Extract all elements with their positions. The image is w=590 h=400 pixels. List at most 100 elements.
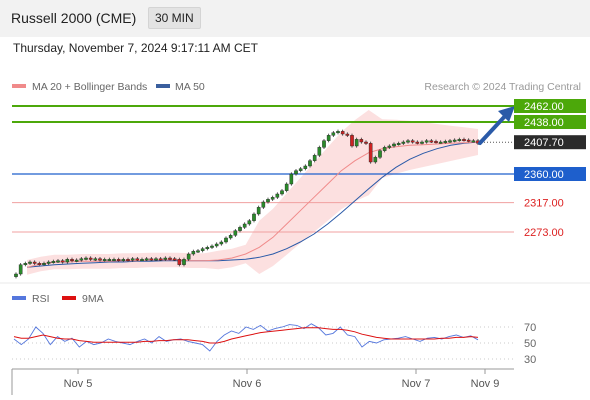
candle-body — [242, 223, 247, 228]
resistance-label: 2462.00 — [524, 101, 564, 113]
credit-text: Research © 2024 Trading Central — [424, 81, 581, 93]
candle-body — [466, 139, 471, 142]
candle-body — [345, 133, 350, 136]
candle-body — [107, 259, 112, 262]
candle-body — [126, 259, 130, 262]
candle-body — [322, 140, 326, 148]
candle-body — [37, 263, 42, 266]
candle-body — [247, 220, 252, 225]
candle-body — [186, 253, 191, 260]
candle-body — [303, 165, 308, 169]
candle-body — [420, 141, 424, 144]
instrument-title: Russell 2000 (CME) — [11, 10, 137, 26]
support-label: 2360.00 — [524, 169, 564, 181]
candle-body — [471, 140, 476, 143]
timeframe-badge[interactable]: 30 MIN — [148, 7, 201, 29]
candle-body — [196, 250, 200, 253]
rsi-tick-label: 50 — [524, 338, 536, 350]
rsi-legend-swatch — [12, 296, 26, 300]
candle-body — [252, 213, 256, 221]
ma20-legend-label: MA 20 + Bollinger Bands — [32, 81, 147, 93]
candle-body — [256, 207, 261, 215]
rsi-legend-label: RSI — [32, 293, 50, 305]
bollinger-band — [27, 110, 478, 275]
candle-body — [65, 259, 70, 263]
candle-body — [438, 141, 443, 144]
rsi-line — [13, 323, 479, 352]
resistance-label-bg — [514, 99, 586, 113]
candle-body — [401, 141, 406, 144]
candle-body — [228, 235, 233, 239]
candle-body — [364, 141, 368, 144]
candle-body — [74, 259, 79, 262]
candle-body — [200, 248, 205, 251]
candle-body — [42, 263, 46, 266]
candle-body — [448, 140, 452, 143]
candle-body — [28, 261, 32, 264]
candle-body — [410, 140, 415, 143]
ma50-line — [26, 141, 479, 268]
candle-body — [406, 140, 410, 143]
ma50-legend-swatch — [156, 84, 170, 88]
rsi-ma-line — [13, 327, 479, 344]
candle-body — [429, 140, 434, 143]
candle-body — [298, 168, 303, 171]
candle-body — [46, 261, 51, 264]
candle-body — [177, 259, 182, 265]
candle-body — [368, 143, 373, 163]
candle-body — [191, 251, 196, 255]
candle-body — [79, 258, 84, 261]
candle-body — [317, 147, 322, 156]
timestamp: Thursday, November 7, 2024 9:17:11 AM CE… — [13, 41, 259, 55]
candle-body — [56, 260, 60, 263]
candle-body — [424, 140, 429, 143]
candle-body — [396, 143, 401, 146]
level-label: 2273.00 — [524, 227, 564, 239]
candle-body — [415, 141, 420, 144]
candle-body — [452, 139, 457, 142]
candle-body — [378, 150, 382, 158]
candle-body — [331, 132, 336, 136]
candle-body — [359, 139, 364, 143]
ma50-legend-label: MA 50 — [175, 81, 205, 93]
candle-body — [130, 258, 135, 261]
candle-body — [284, 183, 289, 191]
candle-body — [373, 157, 378, 163]
candle-body — [84, 257, 88, 260]
candle-body — [224, 237, 228, 243]
candle-body — [60, 260, 65, 263]
candle-body — [158, 258, 163, 261]
candle-body — [168, 257, 172, 260]
support-label-bg — [514, 167, 586, 181]
x-tick-label: Nov 6 — [233, 378, 262, 390]
candle-body — [336, 131, 340, 134]
candle-body — [354, 139, 359, 147]
candle-body — [219, 241, 224, 245]
candle-body — [116, 259, 121, 262]
rsi-ma-legend-label: 9MA — [82, 293, 104, 305]
candle-body — [88, 257, 93, 260]
candle-body — [308, 160, 312, 167]
forecast-arrow-head — [498, 106, 515, 122]
candle-body — [112, 259, 116, 262]
candle-body — [392, 143, 396, 147]
candle-body — [214, 243, 219, 247]
candle-body — [154, 258, 158, 261]
candle-body — [462, 139, 466, 142]
candle-body — [32, 261, 37, 264]
candle-body — [294, 170, 298, 175]
ma20-legend-swatch — [12, 84, 26, 88]
candle-body — [382, 147, 387, 151]
last-price-label-bg — [514, 135, 586, 150]
candle-body — [144, 258, 149, 261]
candle-body — [261, 201, 266, 208]
candle-body — [93, 258, 98, 261]
level-label: 2317.00 — [524, 198, 564, 210]
candle-body — [326, 135, 331, 141]
resistance-label-bg — [514, 115, 586, 129]
rsi-tick-label: 30 — [524, 354, 536, 366]
candle-body — [23, 263, 28, 266]
candle-body — [18, 264, 23, 275]
ma20-line — [26, 141, 479, 268]
